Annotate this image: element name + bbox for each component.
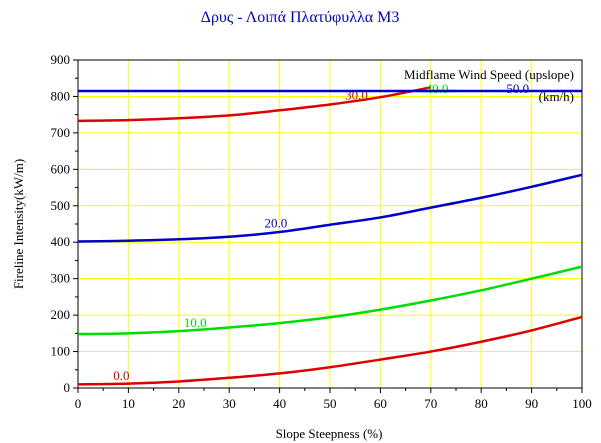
y-axis-label: Fireline Intensity(kW/m): [11, 159, 26, 289]
legend-title: Midflame Wind Speed (upslope): [404, 67, 574, 82]
x-tick-label: 100: [572, 396, 592, 411]
y-tick-label: 700: [51, 125, 71, 140]
series-label-50.0: 50.0: [506, 81, 529, 96]
series-label-20.0: 20.0: [264, 216, 287, 231]
x-tick-label: 70: [424, 396, 437, 411]
x-tick-label: 0: [75, 396, 82, 411]
y-tick-label: 300: [51, 271, 71, 286]
series-label-40.0: 40.0: [426, 81, 449, 96]
series-label-0.0: 0.0: [113, 368, 129, 383]
y-tick-label: 400: [51, 234, 71, 249]
x-tick-label: 60: [374, 396, 387, 411]
y-tick-label: 500: [51, 198, 71, 213]
x-tick-label: 80: [475, 396, 488, 411]
grid: [78, 60, 582, 388]
y-tick-label: 100: [51, 344, 71, 359]
y-tick-label: 200: [51, 307, 71, 322]
x-tick-label: 10: [122, 396, 135, 411]
legend-units: (km/h): [539, 89, 574, 104]
y-tick-label: 600: [51, 161, 71, 176]
series-line-0.0: [77, 315, 583, 386]
x-tick-label: 50: [324, 396, 337, 411]
series-line-30.0: [77, 86, 432, 123]
y-tick-label: 800: [51, 88, 71, 103]
y-tick-label: 900: [51, 52, 71, 67]
series-label-10.0: 10.0: [184, 315, 207, 330]
x-tick-label: 30: [223, 396, 236, 411]
series-line-20.0: [77, 173, 583, 243]
chart-title: Δρυς - Λοιπά Πλατύφυλλα M3: [201, 9, 400, 26]
x-tick-label: 90: [525, 396, 538, 411]
series-label-30.0: 30.0: [345, 87, 368, 102]
y-tick-label: 0: [64, 380, 71, 395]
series-group: 0.0 10.0 20.0 30.0 40.0 50.0: [77, 81, 583, 386]
series-line-10.0: [77, 265, 583, 336]
x-tick-label: 20: [172, 396, 185, 411]
x-tick-label: 40: [273, 396, 286, 411]
axis-ticks: 0 10 20 30 40 50 60 70 80 90 100 0 100 200 300 400 500 60…: [51, 52, 592, 411]
x-axis-label: Slope Steepness (%): [276, 426, 383, 441]
